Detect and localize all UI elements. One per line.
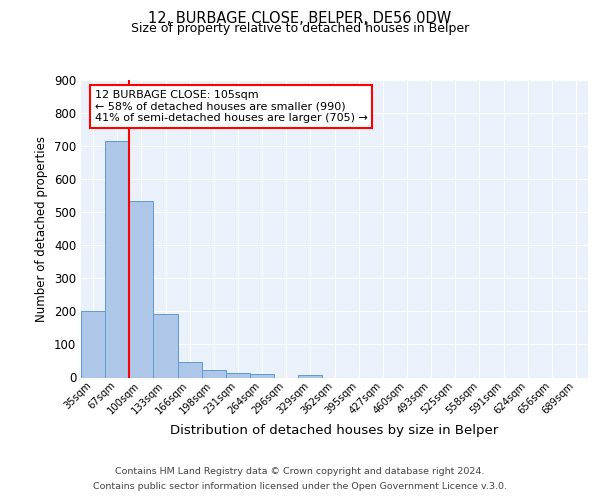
X-axis label: Distribution of detached houses by size in Belper: Distribution of detached houses by size … [170,424,499,437]
Bar [250,374,274,378]
Bar [202,370,226,378]
Bar [129,200,154,378]
Y-axis label: Number of detached properties: Number of detached properties [35,136,49,322]
Text: Contains public sector information licensed under the Open Government Licence v.: Contains public sector information licen… [93,482,507,491]
Bar [226,373,250,378]
Bar [298,375,322,378]
Bar [105,141,129,378]
Bar [154,314,178,378]
Text: Size of property relative to detached houses in Belper: Size of property relative to detached ho… [131,22,469,35]
Bar [81,312,105,378]
Text: Contains HM Land Registry data © Crown copyright and database right 2024.: Contains HM Land Registry data © Crown c… [115,467,485,476]
Bar [178,362,202,378]
Text: 12 BURBAGE CLOSE: 105sqm
← 58% of detached houses are smaller (990)
41% of semi-: 12 BURBAGE CLOSE: 105sqm ← 58% of detach… [95,90,368,123]
Text: 12, BURBAGE CLOSE, BELPER, DE56 0DW: 12, BURBAGE CLOSE, BELPER, DE56 0DW [148,11,452,26]
